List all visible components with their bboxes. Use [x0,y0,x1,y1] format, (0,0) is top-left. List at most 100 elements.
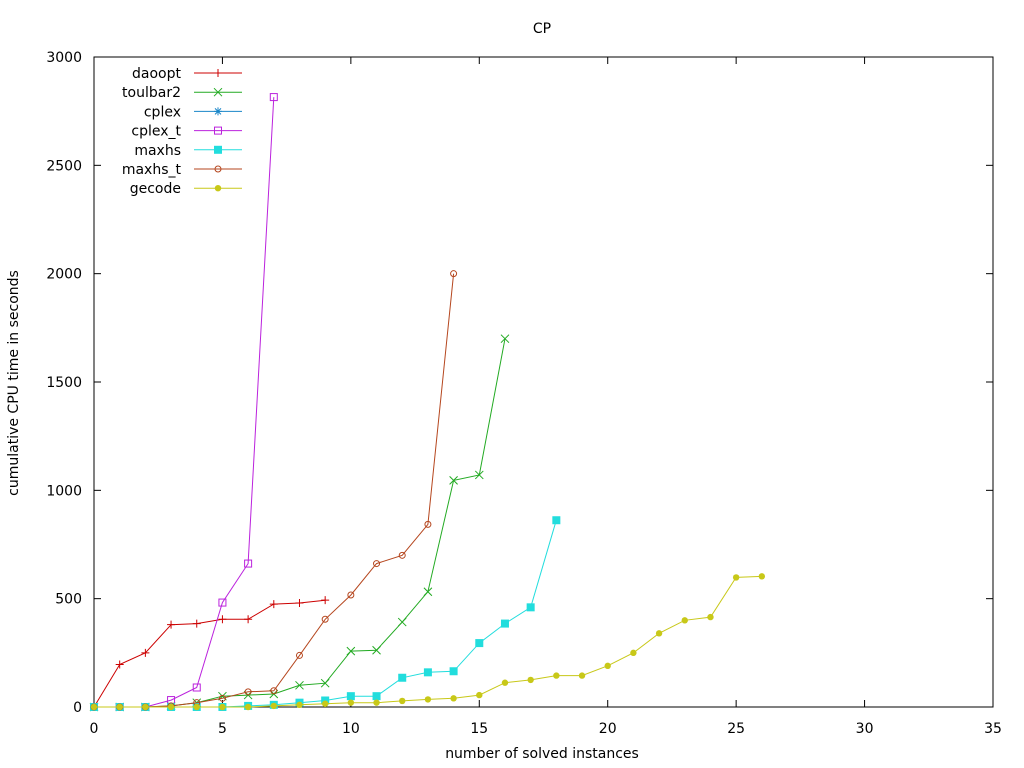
data-point [398,673,407,682]
series-line [94,273,455,708]
x-axis-label: number of solved instances [445,746,639,762]
data-point [321,596,330,605]
data-point [449,667,458,676]
x-tick-label: 5 [218,721,227,737]
series-maxhs [90,516,561,711]
legend-item: maxhs [134,143,242,159]
data-point [552,516,561,525]
data-point [681,617,688,624]
data-point [553,672,560,679]
y-tick-label: 2500 [46,158,82,174]
data-point [500,619,509,628]
x-tick-label: 0 [90,721,99,737]
y-axis-label: cumulative CPU time in seconds [6,270,22,496]
x-tick-label: 10 [342,721,360,737]
legend-item: gecode [130,181,242,197]
data-point [450,270,458,278]
legend-label: toulbar2 [122,85,181,101]
y-tick-label: 2000 [46,267,82,283]
data-point [320,678,330,688]
legend-item: toulbar2 [122,85,242,101]
data-point [526,603,535,612]
series-line [94,575,762,708]
x-tick-label: 30 [856,721,874,737]
legend-marker [214,145,222,154]
x-tick-label: 15 [470,721,488,737]
legend-marker [214,165,222,173]
data-point [346,692,355,701]
series-daoopt [90,596,330,711]
legend-label: maxhs_t [122,162,182,178]
data-point [167,620,176,629]
legend-marker [214,69,222,77]
series-maxhs-t [90,270,458,711]
data-point [423,587,433,597]
data-point [758,573,766,580]
data-point [295,599,304,607]
data-point [372,645,381,655]
data-point [244,703,252,711]
legend-marker [214,126,222,135]
data-point [630,649,637,657]
data-point [115,660,124,669]
series-line [94,520,557,708]
legend-label: cplex [144,104,181,120]
x-tick-label: 35 [984,721,1002,737]
data-point [116,703,123,711]
data-point [500,334,510,344]
legend-item: cplex_t [131,124,242,140]
data-point [193,703,200,711]
data-point [90,703,98,711]
data-point [424,696,432,703]
series-toulbar2 [89,334,510,712]
data-point [321,615,329,623]
data-point [373,560,381,568]
data-point [192,619,201,628]
data-point [373,699,380,706]
x-tick-label: 20 [599,721,617,737]
data-point [347,591,355,599]
x-tick-label: 25 [727,721,745,737]
data-point [192,683,201,692]
legend-marker [214,185,222,192]
data-point [295,651,303,659]
data-point [295,680,304,690]
data-point [397,617,407,627]
data-point [450,695,457,702]
data-point [141,648,150,657]
data-point [527,676,534,684]
data-point [270,702,277,710]
data-point [167,703,175,711]
data-point [219,703,226,711]
data-point [142,703,149,711]
data-point [218,694,226,702]
data-point [476,691,483,699]
plot-frame [93,56,994,708]
data-point [269,93,278,102]
data-point [296,701,303,709]
data-point [347,699,355,706]
y-tick-label: 0 [73,700,82,716]
data-point [732,574,740,581]
data-point [474,470,484,480]
series-line [94,338,506,708]
data-point [321,700,329,707]
data-point [244,615,253,624]
legend-label: daoopt [132,66,181,82]
legend-label: cplex_t [131,124,181,140]
y-tick-label: 1500 [46,375,82,391]
data-point [398,551,406,559]
legend-marker [213,87,223,97]
data-point [449,476,458,485]
y-tick-label: 1000 [46,483,82,499]
data-point [423,668,432,677]
x-axis-ticks: 0 5 10 15 20 25 30 35 [90,57,1002,737]
data-point [604,662,611,670]
data-point [399,697,406,705]
data-point [655,630,663,637]
data-point [707,613,714,621]
legend-item: maxhs_t [122,162,242,178]
data-point [244,688,252,696]
